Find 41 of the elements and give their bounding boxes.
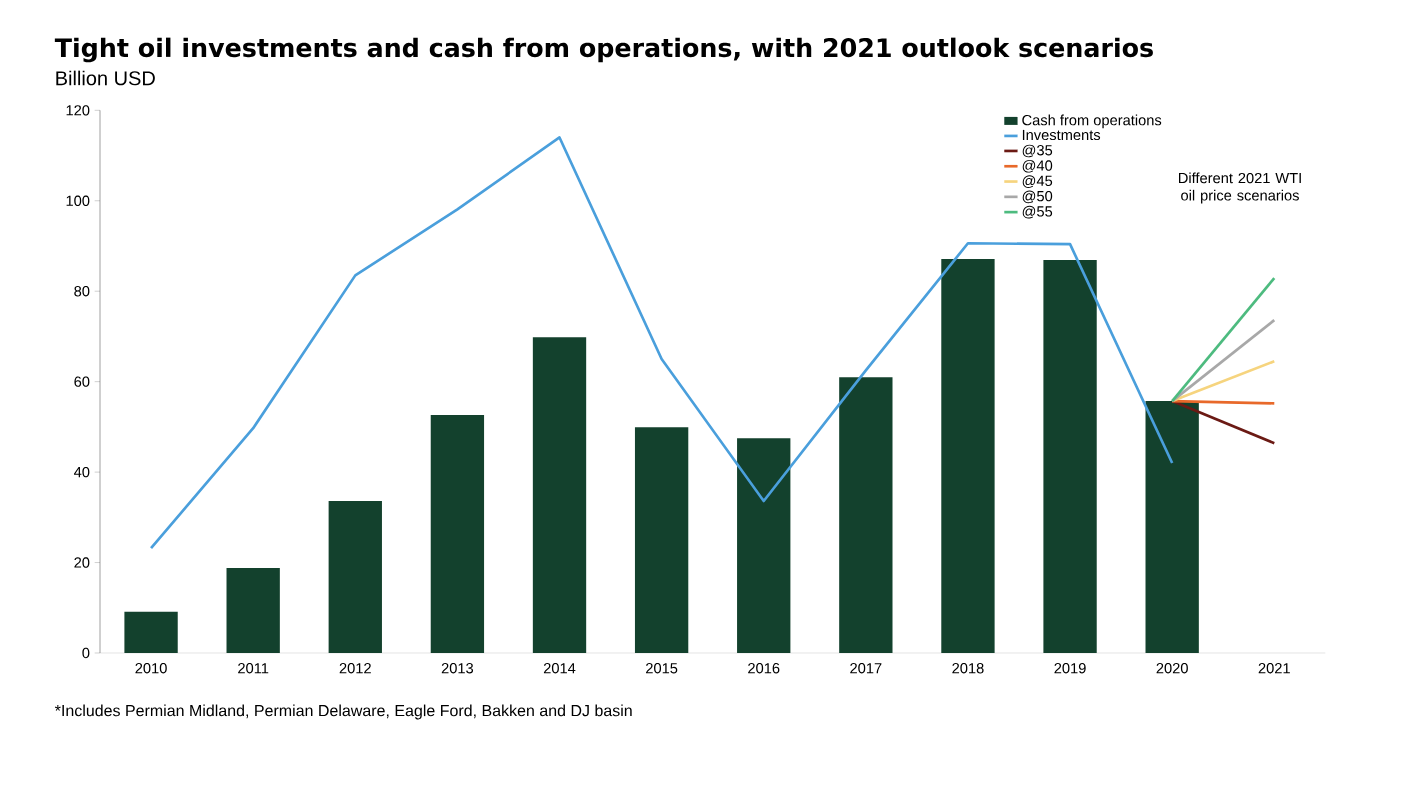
x-tick-label: 2017 bbox=[850, 663, 882, 674]
chart-title: Tight oil investments and cash from operations, with 2021 outlook scenarios bbox=[54, 37, 1153, 63]
bar bbox=[1145, 401, 1199, 653]
legend-label: @50 bbox=[1022, 190, 1053, 204]
bar bbox=[634, 427, 689, 653]
x-tick-label: 2012 bbox=[339, 663, 371, 674]
legend-label: @55 bbox=[1022, 205, 1053, 219]
bar bbox=[839, 377, 893, 653]
x-tick-label: 2019 bbox=[1054, 663, 1086, 674]
legend-label: @40 bbox=[1022, 159, 1053, 173]
y-tick-label: 120 bbox=[66, 105, 90, 116]
y-tick-label: 100 bbox=[66, 195, 90, 206]
bar bbox=[1043, 260, 1097, 653]
bar bbox=[430, 415, 485, 653]
y-tick-label: 60 bbox=[74, 376, 90, 387]
bar bbox=[532, 337, 587, 653]
bar bbox=[737, 438, 791, 653]
y-tick-label: 80 bbox=[74, 286, 90, 297]
x-tick-label: 2014 bbox=[543, 663, 576, 674]
bar bbox=[941, 259, 995, 653]
annotation: Different 2021 WTI oil price scenarios bbox=[1179, 172, 1301, 204]
x-tick-label: 2021 bbox=[1258, 663, 1290, 674]
legend-label: Investments bbox=[1022, 129, 1101, 141]
x-tick-label: 2016 bbox=[748, 663, 780, 674]
text: *Includes Permian Midland, Permian Delaware, Eagle Ford, Bakken and DJ basin bbox=[54, 704, 632, 720]
legend-label: Cash from operations bbox=[1022, 114, 1162, 129]
x-tick-label: 2018 bbox=[952, 663, 984, 674]
legend-label: @45 bbox=[1022, 175, 1053, 188]
x-tick-label: 2010 bbox=[135, 663, 167, 674]
bar bbox=[226, 567, 280, 653]
legend-label: @35 bbox=[1022, 144, 1053, 158]
x-tick-label: 2020 bbox=[1156, 663, 1188, 674]
y-tick-label: 0 bbox=[82, 647, 90, 659]
chart-subtitle: Billion USD bbox=[56, 70, 155, 86]
bar bbox=[124, 611, 178, 653]
x-tick-label: 2013 bbox=[441, 663, 474, 674]
y-tick-label: 20 bbox=[74, 557, 90, 568]
x-tick-label: 2015 bbox=[646, 663, 678, 674]
x-tick-label: 2011 bbox=[238, 663, 269, 674]
bar bbox=[328, 501, 382, 653]
y-tick-label: 40 bbox=[73, 466, 90, 478]
